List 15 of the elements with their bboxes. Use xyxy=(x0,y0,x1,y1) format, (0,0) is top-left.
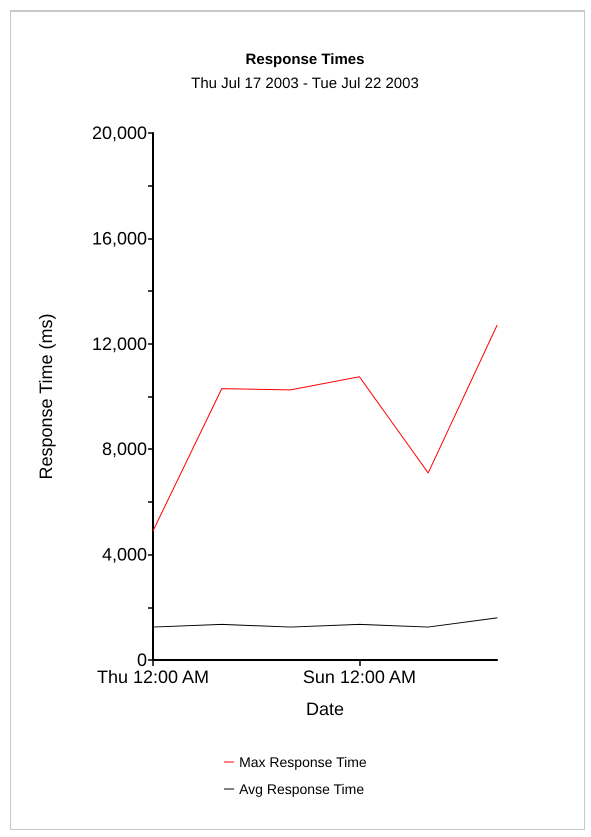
line-series xyxy=(152,324,498,532)
legend-label: Avg Response Time xyxy=(239,781,364,797)
y-tick-label: 12,000 xyxy=(92,334,147,354)
chart-title: Response Times xyxy=(246,51,364,68)
y-tick-label: 8,000 xyxy=(102,439,147,460)
y-tick-label: 20,000 xyxy=(92,123,147,143)
chart-subtitle: Thu Jul 17 2003 - Tue Jul 22 2003 xyxy=(191,75,419,92)
y-tick-label: 0 xyxy=(136,650,147,670)
x-tick-label: Sun 12:00 AM xyxy=(302,667,416,687)
x-tick-label: Thu 12:00 AM xyxy=(96,667,210,687)
y-tick-label: 4,000 xyxy=(102,544,147,565)
y-axis-title: Response Time (ms) xyxy=(36,313,56,480)
x-axis-title: Date xyxy=(306,699,344,719)
legend-label: Max Response Time xyxy=(239,754,367,770)
y-tick-label: 16,000 xyxy=(92,228,147,248)
